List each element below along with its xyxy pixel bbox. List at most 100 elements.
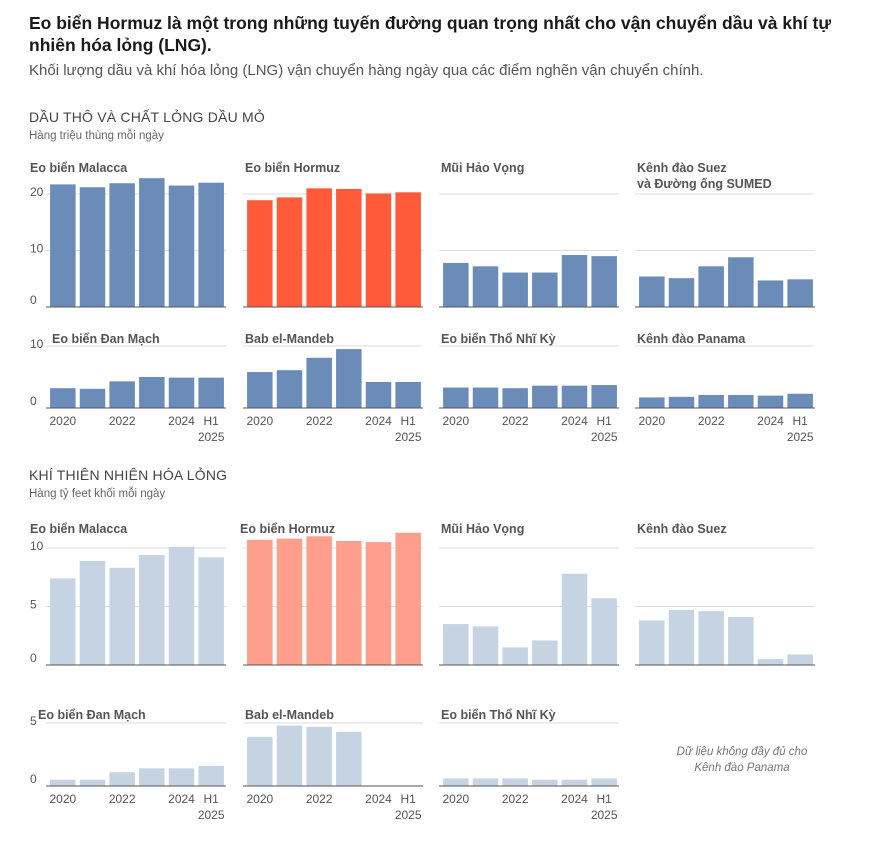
oil-bar-7-0	[639, 397, 665, 408]
lng-bar-4-4	[168, 768, 195, 786]
lng-section-title: KHÍ THIÊN NHIÊN HÓA LỎNG	[29, 467, 228, 483]
lng-bar-1-2	[306, 536, 332, 665]
oil-bar-4-4	[168, 377, 195, 408]
lng-xtick-5-1: 2022	[306, 792, 333, 806]
oil-panel-title-1: Eo biển Hormuz	[245, 161, 340, 175]
oil-bar-3-4	[757, 280, 784, 307]
oil-panel-title-3-line1: Kênh đào Suez	[637, 161, 727, 175]
oil-xtick-5-0: 2020	[246, 414, 273, 428]
oil-bar-4-5	[198, 377, 224, 408]
lng-bar-3-4	[757, 659, 784, 665]
lng-bar-6-1	[472, 778, 499, 786]
oil-xtick-4-4: 2025	[198, 430, 225, 444]
oil-bar-0-3	[139, 178, 165, 307]
oil-bar-0-2	[109, 183, 135, 307]
lng-bar-2-1	[472, 626, 499, 665]
lng-panel-title-6: Eo biển Thổ Nhĩ Kỳ	[441, 708, 556, 722]
lng-bar-6-0	[443, 778, 469, 786]
lng-xtick-4-0: 2020	[49, 792, 76, 806]
lng-xtick-6-1: 2022	[502, 792, 529, 806]
lng-ytick-4-5: 5	[30, 714, 37, 728]
lng-bar-6-2	[502, 778, 528, 786]
oil-bar-2-2	[502, 272, 528, 307]
lng-xtick-6-4: 2025	[591, 808, 618, 822]
lng-panel-title-3: Kênh đào Suez	[637, 522, 727, 536]
oil-bar-3-2	[698, 266, 724, 307]
lng-bar-4-5	[198, 765, 224, 786]
lng-ytick-0-5: 5	[30, 598, 37, 612]
oil-bar-7-1	[668, 396, 695, 408]
oil-xtick-7-0: 2020	[638, 414, 665, 428]
oil-bar-6-1	[472, 387, 499, 408]
oil-section-title: DẦU THÔ VÀ CHẤT LỎNG DẦU MỎ	[29, 109, 265, 125]
lng-bar-1-1	[276, 538, 303, 665]
oil-ytick-4-0: 0	[30, 394, 37, 408]
lng-bar-0-0	[50, 578, 76, 665]
lng-bar-3-1	[668, 610, 695, 665]
lng-bar-4-0	[50, 779, 76, 786]
oil-xtick-6-4: 2025	[591, 430, 618, 444]
oil-bar-3-0	[639, 276, 665, 307]
oil-bar-4-0	[50, 388, 76, 408]
lng-bar-4-2	[109, 772, 135, 786]
oil-bar-5-3	[336, 349, 362, 408]
oil-xtick-4-1: 2022	[109, 414, 136, 428]
lng-bar-2-3	[532, 640, 558, 665]
lng-bar-5-1	[276, 725, 303, 786]
oil-bar-0-1	[79, 187, 106, 307]
lng-bar-3-2	[698, 611, 724, 665]
oil-bar-2-1	[472, 266, 499, 307]
lng-xtick-6-0: 2020	[442, 792, 469, 806]
lng-bar-3-5	[787, 654, 813, 665]
oil-xtick-6-3: H1	[596, 414, 612, 428]
oil-bar-3-1	[668, 278, 695, 307]
oil-bar-6-0	[443, 387, 469, 408]
lng-xtick-5-0: 2020	[246, 792, 273, 806]
oil-bar-5-2	[306, 357, 332, 408]
oil-ytick-4-10: 10	[30, 337, 44, 351]
lng-bar-5-0	[247, 736, 273, 786]
oil-bar-6-4	[561, 385, 588, 408]
lng-bar-3-3	[728, 617, 754, 665]
lng-bar-5-2	[306, 726, 332, 786]
oil-bar-6-3	[532, 385, 558, 408]
oil-xtick-6-2: 2024	[561, 414, 588, 428]
lng-xtick-4-1: 2022	[109, 792, 136, 806]
oil-xtick-6-0: 2020	[442, 414, 469, 428]
oil-panel-title-6: Eo biển Thổ Nhĩ Kỳ	[441, 332, 556, 346]
oil-bar-1-4	[365, 193, 392, 307]
lng-xtick-5-2: 2024	[365, 792, 392, 806]
lng-ytick-4-0: 0	[30, 772, 37, 786]
lng-bar-2-0	[443, 624, 469, 665]
oil-bar-5-1	[276, 370, 303, 408]
oil-xtick-4-0: 2020	[49, 414, 76, 428]
lng-bar-4-3	[139, 768, 165, 786]
lng-bar-1-5	[395, 532, 421, 665]
oil-bar-0-5	[198, 182, 224, 307]
oil-panel-title-2: Mũi Hảo Vọng	[441, 161, 524, 175]
lng-section-unit: Hàng tỷ feet khối mỗi ngày	[29, 488, 166, 500]
lng-xtick-6-2: 2024	[561, 792, 588, 806]
lng-xtick-4-2: 2024	[168, 792, 195, 806]
oil-bar-5-5	[395, 381, 421, 408]
lng-panel-title-5: Bab el-Mandeb	[245, 708, 334, 722]
lng-panel-title-1: Eo biển Hormuz	[240, 522, 335, 536]
oil-section-unit: Hàng triệu thùng mỗi ngày	[29, 130, 164, 142]
lng-bar-0-5	[198, 557, 224, 665]
oil-bar-0-0	[50, 184, 76, 307]
oil-bar-1-2	[306, 188, 332, 307]
lng-xtick-5-3: H1	[400, 792, 416, 806]
oil-xtick-4-2: 2024	[168, 414, 195, 428]
lng-bar-2-5	[591, 598, 617, 665]
oil-bar-7-4	[757, 395, 784, 408]
oil-bar-3-3	[728, 257, 754, 307]
oil-bar-4-3	[139, 377, 165, 408]
oil-panel-title-5: Bab el-Mandeb	[245, 332, 334, 346]
oil-ytick-0-20: 20	[30, 185, 44, 199]
oil-bar-4-1	[79, 388, 106, 408]
lng-bar-6-3	[532, 779, 558, 786]
oil-xtick-7-1: 2022	[698, 414, 725, 428]
oil-bar-6-5	[591, 385, 617, 408]
oil-panel-title-7: Kênh đào Panama	[637, 332, 746, 346]
